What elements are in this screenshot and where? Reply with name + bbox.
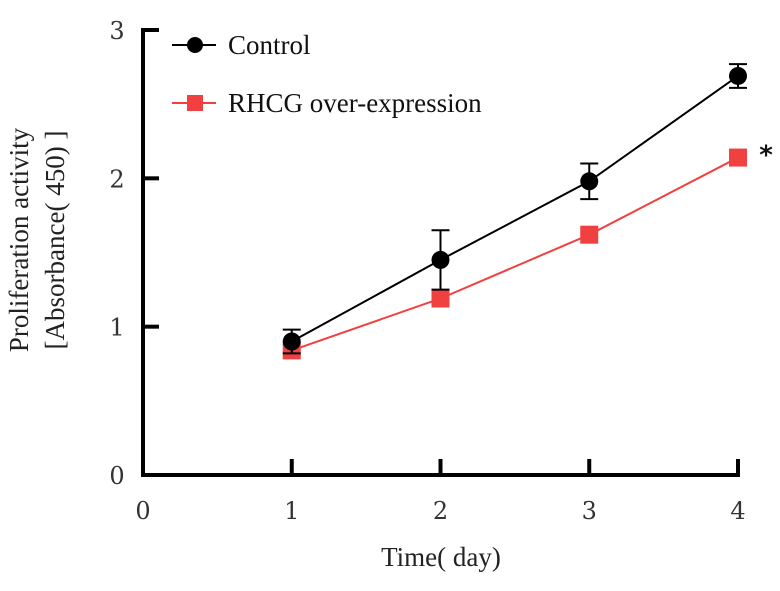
legend-label-control: Control <box>228 30 311 60</box>
ticks: 0 1 2 3 0 1 2 3 4 <box>109 17 745 525</box>
x-tick-label: 4 <box>730 497 745 525</box>
y-tick-label: 2 <box>109 165 124 193</box>
significance-asterisk: * <box>759 141 773 171</box>
x-axis-title: Time( day) <box>381 542 501 572</box>
data-point-control <box>431 250 450 269</box>
data-point-control <box>729 66 747 85</box>
legend-item-rhcg: RHCG over-expression <box>172 88 482 118</box>
series-control <box>282 63 747 355</box>
series-rhcg <box>282 148 747 360</box>
legend-item-control: Control <box>172 30 311 60</box>
legend-marker-circle <box>187 37 203 53</box>
data-point-rhcg <box>729 148 747 167</box>
y-tick-label: 0 <box>109 462 124 490</box>
data-point-rhcg <box>580 225 599 244</box>
legend-label-rhcg: RHCG over-expression <box>228 88 482 118</box>
x-tick-label: 3 <box>582 497 597 525</box>
series-line-rhcg <box>291 156 739 352</box>
x-tick-label: 2 <box>433 497 448 525</box>
legend: Control RHCG over-expression <box>172 30 482 118</box>
y-axis-title-line-1: Proliferation activity <box>4 127 34 352</box>
y-tick-label: 3 <box>109 17 124 45</box>
series-line-control <box>291 75 739 343</box>
legend-marker-square <box>187 95 203 111</box>
data-point-rhcg <box>431 289 450 308</box>
x-tick-label: 1 <box>284 497 299 525</box>
y-axis-title-line-2: [Absorbance( 450) ] <box>40 131 70 350</box>
series-layer: * <box>282 63 773 360</box>
data-point-control <box>282 332 301 351</box>
x-tick-label: 0 <box>135 497 150 525</box>
data-point-control <box>580 172 599 191</box>
y-tick-label: 1 <box>109 314 124 342</box>
